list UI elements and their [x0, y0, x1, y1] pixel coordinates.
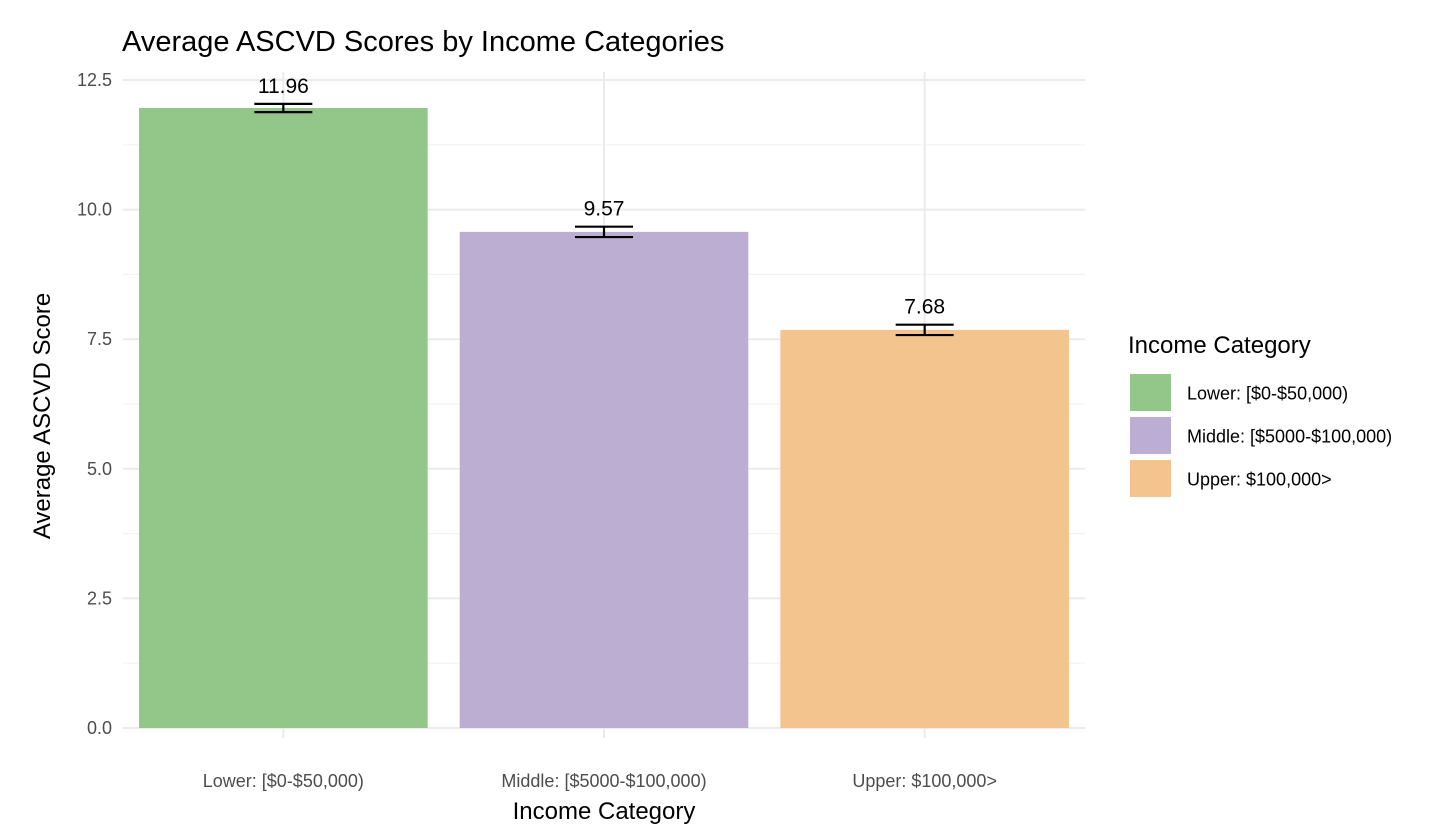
legend: Income Category Lower: [$0-$50,000) Middl…	[1128, 332, 1392, 497]
y-tick-label: 5.0	[87, 459, 112, 479]
y-tick-label: 0.0	[87, 718, 112, 738]
data-label-3: 7.68	[904, 296, 945, 319]
bar-1	[139, 107, 428, 729]
y-tick-label: 10.0	[77, 200, 112, 220]
error-bar-3	[895, 323, 954, 337]
legend-label: Middle: [$5000-$100,000)	[1187, 427, 1392, 447]
legend-item-2: Middle: [$5000-$100,000)	[1130, 417, 1392, 454]
x-tick-label: Lower: [$0-$50,000)	[203, 771, 364, 791]
x-tick-label: Middle: [$5000-$100,000)	[501, 771, 706, 791]
y-tick-label: 12.5	[77, 70, 112, 90]
error-bar-2	[575, 225, 633, 239]
legend-item-3: Upper: $100,000>	[1130, 460, 1332, 497]
y-tick-label: 7.5	[87, 329, 112, 349]
error-bar-1	[254, 102, 313, 114]
data-labels: 11.96 9.57 7.68	[258, 75, 945, 319]
bar-3	[780, 329, 1069, 728]
bars	[139, 107, 1069, 729]
legend-swatch	[1130, 417, 1171, 454]
legend-item-1: Lower: [$0-$50,000)	[1130, 374, 1348, 411]
legend-swatch	[1130, 460, 1171, 497]
chart-title: Average ASCVD Scores by Income Categorie…	[122, 26, 724, 58]
legend-label: Lower: [$0-$50,000)	[1187, 384, 1348, 404]
legend-swatch	[1130, 374, 1171, 411]
error-bars	[254, 102, 954, 337]
legend-label: Upper: $100,000>	[1187, 470, 1332, 490]
legend-title: Income Category	[1128, 332, 1311, 359]
x-tick-label: Upper: $100,000>	[852, 771, 997, 791]
y-tick-label: 2.5	[87, 588, 112, 608]
data-label-1: 11.96	[258, 75, 309, 98]
data-label-2: 9.57	[584, 198, 625, 221]
x-axis: Lower: [$0-$50,000) Middle: [$5000-$100,0…	[203, 771, 997, 791]
x-axis-title: Income Category	[513, 798, 696, 825]
bar-2	[459, 231, 749, 728]
y-axis-title: Average ASCVD Score	[29, 293, 56, 539]
y-axis: 0.0 2.5 5.0 7.5 10.0 12.5	[77, 70, 112, 738]
